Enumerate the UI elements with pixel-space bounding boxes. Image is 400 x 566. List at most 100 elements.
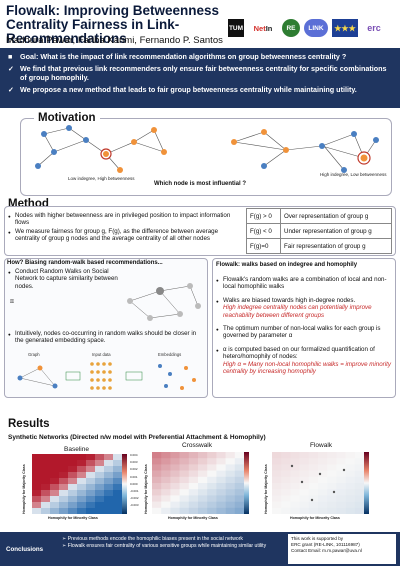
heatmap-cell xyxy=(188,452,199,459)
heatmap-cell xyxy=(113,454,122,461)
finding-text: We find that previous link recommenders … xyxy=(20,64,387,82)
heatmap-cell xyxy=(207,483,217,490)
heatmap-cell xyxy=(198,470,208,478)
heatmap-cell xyxy=(354,495,364,502)
heatmap-cell xyxy=(188,458,199,465)
method-bullet: Nodes with higher betweenness are in pri… xyxy=(8,212,244,227)
heatmap-cell xyxy=(152,489,162,496)
heatmap-cell xyxy=(77,472,87,479)
heatmap-cell xyxy=(299,464,310,471)
link-logo: LINK xyxy=(304,19,328,37)
heatmap-cell xyxy=(327,489,337,496)
heatmap-cell xyxy=(308,507,319,514)
heatmap-cell xyxy=(299,458,310,465)
heatmap-cell xyxy=(336,495,346,502)
heatmap-cell xyxy=(77,478,87,485)
x-axis-label: Homophily for Minority Class xyxy=(290,516,340,520)
heatmap-cell xyxy=(299,501,310,509)
heatmap-cell xyxy=(207,464,217,471)
heatmap-cell xyxy=(225,489,236,496)
support-line[interactable]: Contact Email: m.m.pawar@uva.nl xyxy=(291,548,362,553)
heatmap-cell xyxy=(318,507,328,514)
heatmap-cell xyxy=(272,489,282,496)
pipeline-label-input: Input data xyxy=(92,352,111,357)
heatmap-cell xyxy=(207,501,217,509)
heatmap-cell xyxy=(32,466,42,473)
node xyxy=(177,311,183,317)
heatmap-cell xyxy=(95,502,105,509)
heatmap-cell xyxy=(234,495,244,502)
heatmap-cell xyxy=(299,483,310,490)
heatmap-cell xyxy=(50,496,60,503)
heatmap-cell xyxy=(113,478,122,485)
heatmap-cell xyxy=(77,454,87,461)
heatmap-cell xyxy=(216,501,226,509)
flowalk-bullet: Flowalk's random walks are a combination… xyxy=(216,276,392,291)
heatmap-cell xyxy=(216,464,226,471)
heatmap-cell xyxy=(86,478,96,485)
heatmap-cell xyxy=(345,483,356,490)
heatmap-cell xyxy=(216,507,226,514)
flowalk-bullet-text: The optimum number of non-local walks fo… xyxy=(223,325,381,340)
node xyxy=(103,151,109,157)
heatmap-cell xyxy=(179,464,190,471)
heatmap-cell xyxy=(170,458,180,465)
heatmap-cell xyxy=(188,495,199,502)
node xyxy=(360,154,368,162)
heatmap-cell xyxy=(50,454,60,461)
heatmap-cell xyxy=(290,483,300,490)
heatmap-cell xyxy=(152,476,162,484)
heatmap-cell xyxy=(234,501,244,509)
heatmap-cell xyxy=(161,464,171,471)
heatmap-cell xyxy=(86,508,96,514)
proposal-row: ✓ We propose a new method that leads to … xyxy=(8,85,392,94)
node xyxy=(187,283,193,289)
heatmap-cell xyxy=(281,458,291,465)
heatmap-cell xyxy=(354,507,364,514)
heatmap-cell xyxy=(59,508,69,514)
support-line: This work is supported by xyxy=(291,536,344,541)
heatmap-cell xyxy=(95,490,105,497)
heatmap-cell xyxy=(336,507,346,514)
poster-header: Flowalk: Improving Betweenness Centralit… xyxy=(0,0,400,48)
table-cell-description: Under representation of group g xyxy=(280,223,392,239)
flowalk-bullet: α is computed based on our formalized qu… xyxy=(216,346,392,376)
heatmap-cell xyxy=(32,472,42,479)
process-box xyxy=(65,371,81,381)
heatmap-cell xyxy=(68,454,78,461)
heatmap-cell xyxy=(354,483,364,490)
conclusion-text: Flowalk ensures fair centrality of vario… xyxy=(67,543,267,549)
eu-flag-logo: ★★★ xyxy=(332,19,358,37)
heatmap-cell xyxy=(50,502,60,509)
heatmap-cell xyxy=(290,470,300,478)
goal-text: Goal: What is the impact of link recomme… xyxy=(20,52,347,61)
colorbar-ticks-baseline: 0.004 0.003 0.002 0.001 0.000 -0.001 -0.… xyxy=(130,452,139,510)
heatmap-cell xyxy=(95,460,105,467)
heatmap-cell xyxy=(272,452,282,459)
heatmap-cell xyxy=(161,458,171,465)
heatmap-cell xyxy=(59,472,69,479)
heatmap-cell xyxy=(104,478,114,485)
node xyxy=(117,167,123,173)
heatmap-cell xyxy=(179,489,190,496)
table-cell-condition: F(g) > 0 xyxy=(246,208,281,224)
heatmap-cell xyxy=(41,508,51,514)
formula-symbol: π xyxy=(10,298,14,305)
colorbar-tick: 0.001 xyxy=(130,474,138,479)
results-subtitle: Synthetic Networks (Directed n/w model w… xyxy=(8,434,266,441)
colorbar-tick: 0.003 xyxy=(130,460,138,465)
heatmap-cell xyxy=(50,472,60,479)
heatmap-cell xyxy=(41,502,51,509)
flowalk-bullets: Flowalk's random walks are a combination… xyxy=(216,276,392,381)
heatmap-cell xyxy=(234,476,244,484)
square-bullet-icon: ■ xyxy=(8,52,13,61)
heatmap-cell xyxy=(345,476,356,484)
conclusions-points: ➢ Previous methods encode the homophilic… xyxy=(62,536,282,550)
heatmap-cell xyxy=(41,484,51,491)
heatmap-cell xyxy=(234,483,244,490)
heatmap-cell xyxy=(308,458,319,465)
motivation-box xyxy=(20,118,392,196)
embedding-bullet: Intuitively, nodes co-occurring in rando… xyxy=(8,330,198,345)
heatmap-cell xyxy=(95,496,105,503)
heatmap-cell xyxy=(161,507,171,514)
